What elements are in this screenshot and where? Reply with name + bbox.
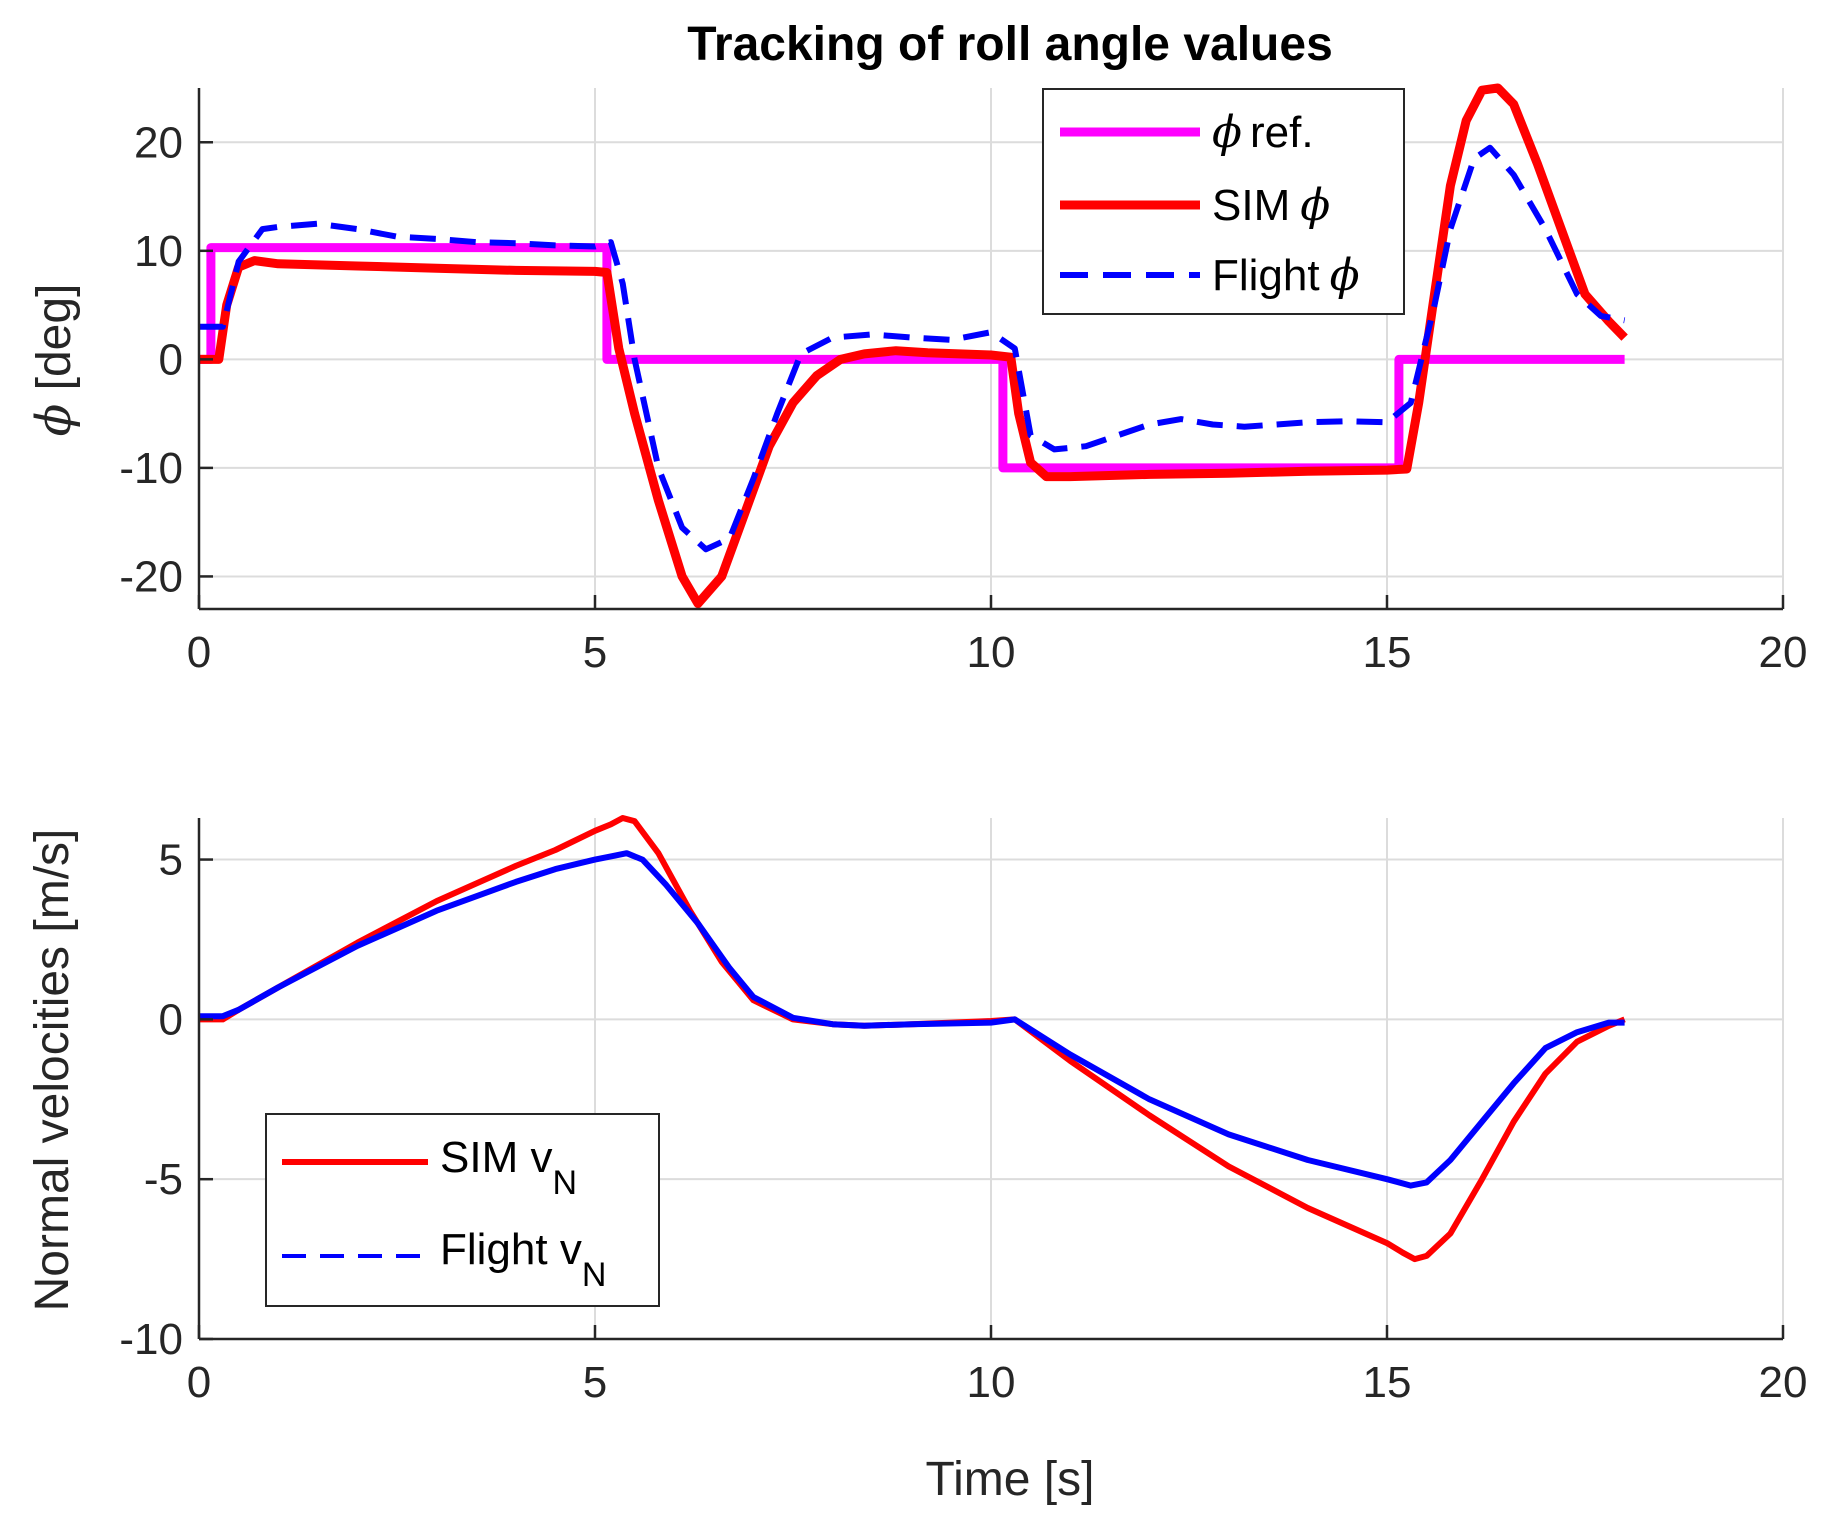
legend: SIM vN Flight vN — [265, 1113, 660, 1307]
x-tick-label: 10 — [967, 628, 1016, 677]
y-tick-label: 10 — [134, 227, 183, 276]
y-tick-labels: -10 -5 0 5 — [119, 836, 183, 1364]
x-tick-label: 15 — [1363, 1358, 1412, 1407]
axes — [197, 818, 1785, 1341]
x-axis-label: Time [s] — [926, 1453, 1095, 1506]
roll-angle-chart: 0 5 10 15 20 -20 -10 0 10 20 Tracking of roll an… — [26, 18, 1807, 677]
x-tick-labels: 0 5 10 15 20 — [187, 1358, 1808, 1407]
x-tick-label: 5 — [583, 1358, 607, 1407]
legend-label-flight-phi: Flight ϕ — [1212, 250, 1360, 301]
series-lines — [199, 815, 1626, 1263]
y-tick-label: -10 — [119, 444, 183, 493]
y-tick-label: 5 — [159, 836, 183, 885]
y-tick-label: 0 — [159, 335, 183, 384]
legend-label-sim-vn: SIM vN — [440, 1133, 577, 1202]
legend: ϕ ref. SIM ϕ Flight ϕ — [1042, 88, 1405, 315]
grid — [198, 88, 1784, 609]
normal-velocity-chart: 0 5 10 15 20 -10 -5 0 5 Normal velocities [m/s]… — [26, 815, 1808, 1506]
x-tick-label: 20 — [1759, 628, 1808, 677]
x-tick-label: 0 — [187, 628, 211, 677]
y-tick-label: 0 — [159, 995, 183, 1044]
y-tick-label: -10 — [119, 1315, 183, 1364]
legend-box — [265, 1113, 660, 1307]
series-lines — [199, 83, 1628, 609]
series-line-flight — [199, 144, 1626, 553]
legend-label-phi-ref: ϕ ref. — [1212, 107, 1314, 158]
x-tick-label: 0 — [187, 1358, 211, 1407]
legend-label-sim-phi: SIM ϕ — [1212, 180, 1330, 231]
axes — [197, 88, 1785, 611]
legend-label-flight-vn: Flight vN — [440, 1225, 606, 1294]
y-tick-label: -20 — [119, 552, 183, 601]
series-line-sim — [199, 83, 1628, 609]
y-tick-label: 20 — [134, 118, 183, 167]
y-axis-label: ϕ [deg] — [26, 284, 82, 437]
x-tick-label: 15 — [1363, 628, 1412, 677]
y-tick-label: -5 — [144, 1155, 183, 1204]
x-tick-labels: 0 5 10 15 20 — [187, 628, 1808, 677]
chart-title: Tracking of roll angle values — [687, 18, 1333, 71]
y-tick-labels: -20 -10 0 10 20 — [119, 118, 183, 601]
y-axis-label: Normal velocities [m/s] — [26, 829, 79, 1312]
series-line-flight-vn — [199, 850, 1625, 1189]
x-tick-label: 10 — [967, 1358, 1016, 1407]
x-tick-label: 5 — [583, 628, 607, 677]
x-tick-label: 20 — [1759, 1358, 1808, 1407]
